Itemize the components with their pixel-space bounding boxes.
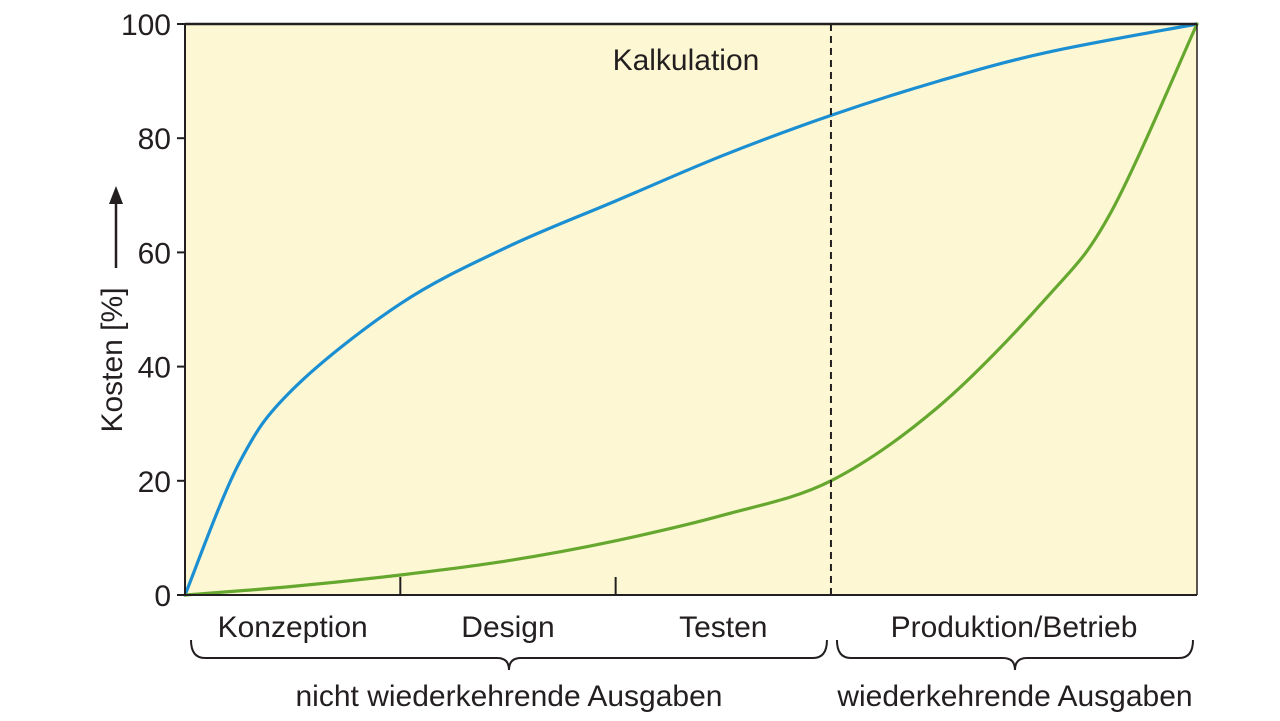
y-axis-label: Kosten [%]: [96, 287, 129, 432]
y-tick-label: 0: [154, 580, 171, 613]
y-tick-label: 60: [138, 237, 171, 270]
plot-background: [185, 24, 1197, 595]
y-tick-label: 40: [138, 352, 171, 385]
divider-label: Kalkulation: [613, 44, 760, 77]
y-axis-ticks: 0 20 40 60 80 100: [121, 9, 185, 613]
phase-label: Testen: [679, 611, 767, 644]
series-line-2: [183, 22, 1199, 597]
phase-label: Konzeption: [218, 611, 368, 644]
phase-label: Produktion/Betrieb: [891, 611, 1138, 644]
group-labels: nicht wiederkehrende Ausgaben wiederkehre…: [190, 639, 1194, 713]
group-label: nicht wiederkehrende Ausgaben: [295, 680, 722, 713]
phase-label: Design: [461, 611, 554, 644]
y-tick-label: 20: [138, 466, 171, 499]
y-axis-label-group: Kosten [%]: [96, 186, 129, 433]
y-axis-arrow-head: [109, 186, 123, 204]
group-label: wiederkehrende Ausgaben: [836, 680, 1192, 713]
y-tick-label: 100: [121, 9, 171, 42]
phase-labels: Konzeption Design Testen Produktion/Betrieb: [218, 611, 1138, 644]
frame-layer: [184, 22, 1198, 596]
group-brace: [835, 639, 1194, 671]
group-brace: [190, 639, 828, 671]
y-tick-label: 80: [138, 123, 171, 156]
series-layer: [183, 22, 1199, 597]
series-line-1: [183, 22, 1199, 597]
